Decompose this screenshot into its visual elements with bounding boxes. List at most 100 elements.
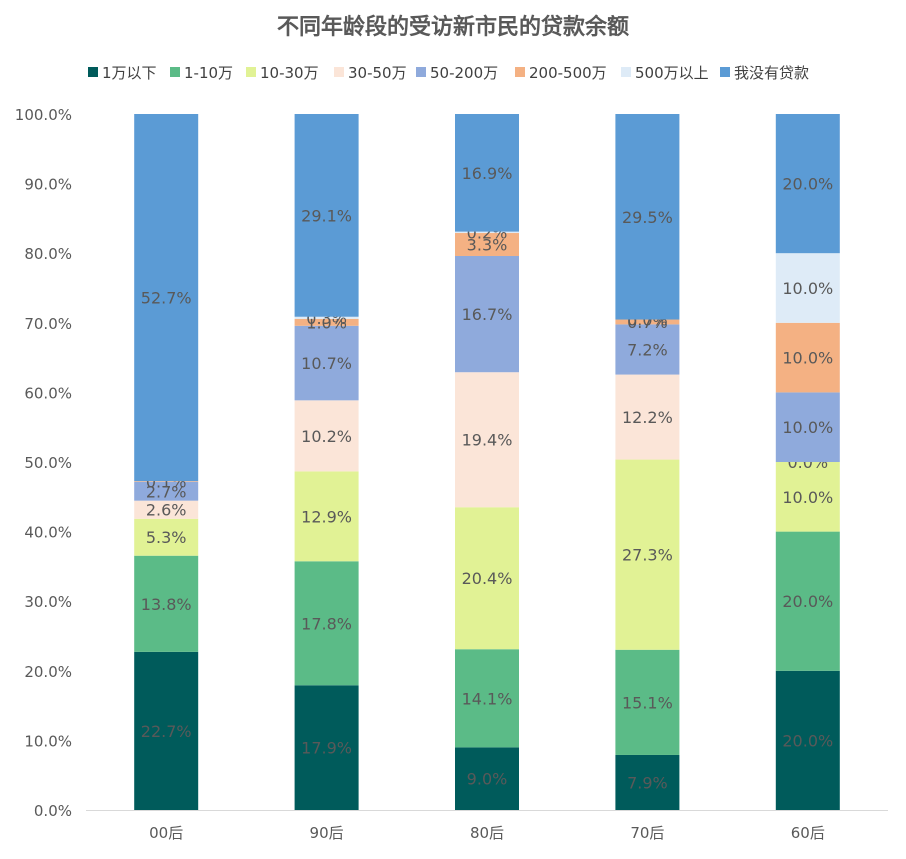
bar-segment xyxy=(775,322,840,393)
legend-swatch xyxy=(515,67,525,77)
legend-label: 50-200万 xyxy=(430,64,498,82)
data-label: 12.2% xyxy=(622,408,673,427)
data-label: 15.1% xyxy=(622,693,673,712)
bar-segment xyxy=(615,754,680,810)
data-label: 10.2% xyxy=(301,427,352,446)
y-tick-label: 40.0% xyxy=(24,524,72,542)
data-label: 17.9% xyxy=(301,739,352,758)
data-label: 29.1% xyxy=(301,206,352,225)
legend-swatch xyxy=(621,67,631,77)
data-label: 13.8% xyxy=(141,595,192,614)
x-tick-label: 60后 xyxy=(791,824,825,842)
data-label: 20.0% xyxy=(782,731,833,750)
bar-segment xyxy=(775,670,840,810)
data-label: 2.7% xyxy=(146,482,187,501)
y-tick-label: 70.0% xyxy=(24,315,72,333)
legend-swatch xyxy=(246,67,256,77)
legend-swatch xyxy=(720,67,730,77)
bar-segment xyxy=(294,316,359,319)
bar-segment xyxy=(775,531,840,671)
bar-segment xyxy=(134,114,199,482)
y-tick-label: 20.0% xyxy=(24,663,72,681)
y-tick-label: 100.0% xyxy=(15,106,72,124)
y-tick-label: 50.0% xyxy=(24,454,72,472)
x-tick-label: 00后 xyxy=(149,824,183,842)
bar-segment xyxy=(775,114,840,254)
data-label: 52.7% xyxy=(141,289,192,308)
x-tick-label: 90后 xyxy=(310,824,344,842)
data-label: 10.7% xyxy=(301,354,352,373)
y-tick-label: 90.0% xyxy=(24,176,72,194)
bar-segment xyxy=(294,318,359,326)
legend-label: 30-50万 xyxy=(348,64,407,82)
legend-label: 10-30万 xyxy=(260,64,319,82)
legend-swatch xyxy=(170,67,180,77)
bars: 22.7%13.8%5.3%2.6%2.7%0.1%52.7%17.9%17.8… xyxy=(134,114,840,810)
bar-segment xyxy=(455,747,519,810)
data-label: 7.9% xyxy=(627,773,668,792)
data-label: 5.3% xyxy=(146,528,187,547)
data-label: 17.8% xyxy=(301,614,352,633)
bar-segment xyxy=(775,392,840,462)
bar-segment xyxy=(134,500,199,519)
chart-title: 不同年龄段的受访新市民的贷款余额 xyxy=(277,14,629,40)
data-label: 27.3% xyxy=(622,546,673,565)
y-tick-label: 60.0% xyxy=(24,384,72,402)
data-label: 10.0% xyxy=(782,418,833,437)
data-label: 29.5% xyxy=(622,208,673,227)
bar-segment xyxy=(134,481,199,482)
bar-segment xyxy=(134,481,199,501)
y-tick-label: 30.0% xyxy=(24,593,72,611)
data-label: 10.0% xyxy=(782,488,833,507)
legend-label: 1-10万 xyxy=(184,64,233,82)
legend-label: 我没有贷款 xyxy=(734,64,809,82)
data-label: 22.7% xyxy=(141,722,192,741)
data-label: 3.3% xyxy=(467,236,508,255)
bar-segment xyxy=(134,518,199,556)
bar-segment xyxy=(455,233,519,256)
data-label: 20.0% xyxy=(782,175,833,194)
bar-segment xyxy=(294,561,359,686)
x-tick-label: 80后 xyxy=(470,824,504,842)
y-tick-label: 10.0% xyxy=(24,732,72,750)
bar-segment xyxy=(455,649,519,748)
legend: 1万以下 1-10万 10-30万 30-50万 50-200万 200-500万 500万… xyxy=(88,64,809,82)
data-label: 20.0% xyxy=(782,592,833,611)
bar-segment xyxy=(134,555,199,652)
data-label: 19.4% xyxy=(462,431,513,450)
y-axis: 0.0% 10.0% 20.0% 30.0% 40.0% 50.0% 60.0% 70.0% 8… xyxy=(15,106,72,820)
bar-segment xyxy=(615,649,680,755)
x-tick-label: 70后 xyxy=(630,824,664,842)
bar-segment xyxy=(455,507,519,650)
data-label: 16.9% xyxy=(462,164,513,183)
legend-swatch xyxy=(334,67,344,77)
bar-segment xyxy=(294,325,359,401)
data-label: 20.4% xyxy=(462,569,513,588)
y-tick-label: 80.0% xyxy=(24,245,72,263)
bar-segment xyxy=(134,651,199,810)
bar-segment xyxy=(775,462,840,532)
data-label: 12.9% xyxy=(301,507,352,526)
bar-segment xyxy=(455,372,519,508)
bar-segment xyxy=(455,231,519,234)
legend-label: 1万以下 xyxy=(102,64,157,82)
data-label: 2.6% xyxy=(146,501,187,520)
data-label: 10.0% xyxy=(782,349,833,368)
data-label: 9.0% xyxy=(467,770,508,789)
legend-swatch xyxy=(416,67,426,77)
data-label: 16.7% xyxy=(462,305,513,324)
legend-swatch xyxy=(88,67,98,77)
bar-segment xyxy=(615,459,680,650)
legend-label: 200-500万 xyxy=(529,64,607,82)
data-label: 14.1% xyxy=(462,689,513,708)
y-tick-label: 0.0% xyxy=(34,802,72,820)
bar-segment xyxy=(455,255,519,373)
legend-label: 500万以上 xyxy=(635,64,709,82)
bar-segment xyxy=(294,114,359,317)
bar-segment xyxy=(615,374,680,460)
bar-segment xyxy=(615,324,680,375)
bar-segment xyxy=(294,685,359,810)
bar-segment xyxy=(455,114,519,232)
